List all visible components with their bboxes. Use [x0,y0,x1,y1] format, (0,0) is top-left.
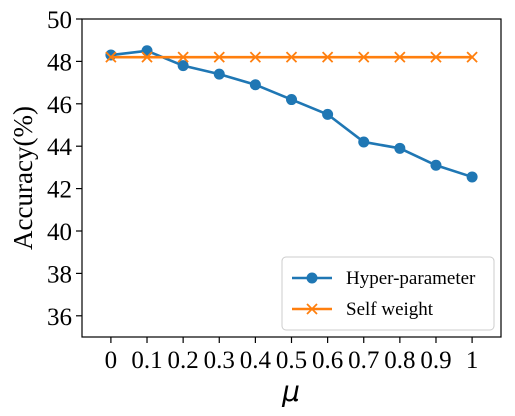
x-tick-label: 0.1 [131,347,162,374]
data-point-self-weight [394,51,406,63]
data-point-self-weight [249,51,262,63]
x-tick-label: 0.8 [384,347,415,374]
legend-box [281,256,495,331]
x-tick-label: 0.7 [348,347,379,374]
legend: Hyper-parameter Self weight [281,256,495,331]
legend-label-hyper-parameter: Hyper-parameter [346,268,476,289]
data-point-hyper-parameter [213,68,225,80]
y-tick-label: 38 [47,261,72,288]
y-tick-label: 44 [47,134,73,161]
x-tick-label: 0.6 [312,347,343,374]
y-tick-label: 46 [47,92,72,119]
y-axis-label: Accuracy(%) [8,106,38,250]
data-point-self-weight [213,51,225,63]
legend-marker-self-weight [306,303,318,315]
data-point-self-weight [321,51,334,63]
legend-marker-hyper-parameter [306,272,318,284]
data-point-self-weight [430,51,442,63]
legend-label-self-weight: Self weight [346,299,434,320]
data-point-hyper-parameter [286,94,297,106]
data-point-hyper-parameter [105,49,117,61]
data-point-hyper-parameter [322,108,334,120]
x-tick-label: 0.4 [240,347,272,374]
data-point-self-weight [466,51,478,63]
y-tick-label: 50 [47,7,72,34]
data-point-self-weight [285,51,298,63]
y-tick-label: 42 [47,177,72,204]
y-tick-label: 48 [47,49,72,76]
x-axis-label: μ [281,375,300,408]
data-point-hyper-parameter [430,159,442,171]
x-tick-label: 0.2 [168,347,199,374]
x-axis: 0 0.1 0.2 0.3 0.4 0.5 0.6 0.7 0.8 0.9 1 [105,337,479,374]
data-point-hyper-parameter [177,60,189,72]
x-tick-label: 0.9 [420,347,451,374]
y-tick-label: 36 [47,304,72,331]
series-line-hyper-parameter [110,49,473,179]
series-layer [105,45,478,183]
x-tick-label: 0.5 [276,347,307,374]
x-tick-label: 0 [105,347,118,374]
x-tick-label: 1 [466,347,479,374]
data-point-hyper-parameter [358,136,370,148]
x-tick-label: 0.3 [204,347,235,374]
y-tick-label: 40 [47,219,72,246]
data-point-hyper-parameter [249,79,261,91]
y-axis: 36 38 40 42 44 46 48 50 [47,7,82,331]
data-point-self-weight [141,51,153,63]
data-point-self-weight [105,51,117,63]
data-point-self-weight [358,51,370,63]
data-point-hyper-parameter [141,45,153,57]
data-point-self-weight [177,51,189,63]
data-point-hyper-parameter [394,142,406,154]
data-point-hyper-parameter [466,171,478,183]
